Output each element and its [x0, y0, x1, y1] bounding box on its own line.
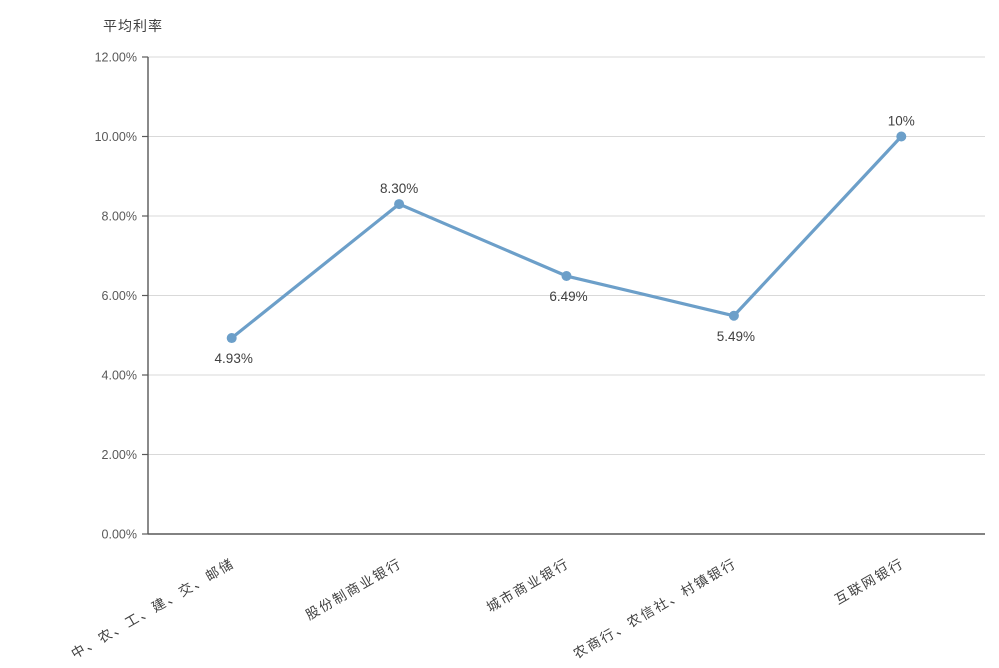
x-category-label: 城市商业银行 [483, 555, 572, 615]
data-point-marker [226, 333, 237, 344]
y-tick-label: 8.00% [102, 210, 137, 224]
chart-title: 平均利率 [103, 18, 163, 34]
data-label: 5.49% [717, 329, 755, 344]
data-point-marker [394, 199, 405, 210]
y-tick-label: 10.00% [95, 130, 137, 144]
y-tick-label: 12.00% [95, 51, 137, 65]
x-category-label: 农商行、农信社、村镇银行 [571, 556, 740, 662]
y-tick-label: 0.00% [102, 528, 137, 542]
data-point-marker [561, 271, 572, 282]
y-tick-label: 4.00% [102, 369, 137, 383]
data-point-marker [728, 310, 739, 321]
data-label: 8.30% [380, 181, 418, 196]
data-line [230, 134, 903, 340]
data-point-marker [896, 131, 907, 142]
y-tick-label: 6.00% [102, 289, 137, 303]
data-label: 4.93% [215, 351, 253, 366]
y-tick-label: 2.00% [102, 448, 137, 462]
x-category-label: 股份制商业银行 [303, 556, 404, 623]
x-category-label: 中、农、工、建、交、邮储 [68, 555, 237, 662]
x-category-label: 互联网银行 [832, 556, 907, 608]
data-label: 10% [888, 114, 915, 129]
data-label: 6.49% [549, 289, 587, 304]
